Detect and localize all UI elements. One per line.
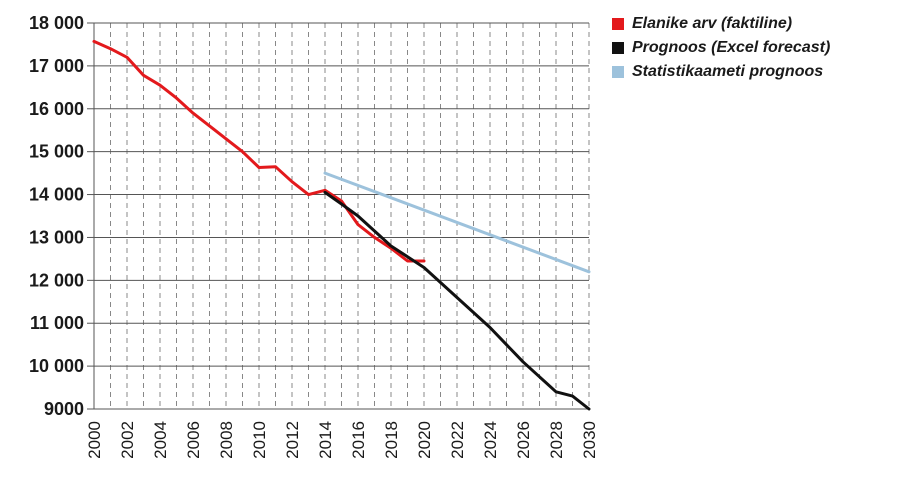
x-tick-label: 2030	[580, 421, 599, 459]
legend-swatch-statistics-forecast	[612, 66, 624, 78]
x-tick-label: 2018	[382, 421, 401, 459]
legend-label-actual: Elanike arv (faktiline)	[632, 15, 793, 32]
legend-swatch-actual	[612, 18, 624, 30]
legend-label-statistics-forecast: Statistikaameti prognoos	[632, 63, 824, 80]
y-tick-label: 9000	[44, 399, 84, 419]
axis-ticks: 9000 10 000 11 000 12 000 13 000 14 000 15 000…	[29, 13, 599, 459]
x-tick-label: 2010	[250, 421, 269, 459]
grid	[87, 22, 590, 410]
x-tick-label: 2014	[316, 421, 335, 459]
y-tick-label: 11 000	[30, 313, 84, 333]
x-tick-label: 2024	[481, 421, 500, 459]
x-tick-label: 2002	[118, 421, 137, 459]
legend-item-actual: Elanike arv (faktiline)	[612, 12, 830, 36]
legend: Elanike arv (faktiline) Prognoos (Excel …	[612, 12, 830, 84]
x-tick-label: 2028	[547, 421, 566, 459]
x-tick-label: 2026	[514, 421, 533, 459]
series-lines	[92, 39, 591, 411]
y-tick-label: 16 000	[29, 99, 84, 119]
legend-swatch-excel-forecast	[612, 42, 624, 54]
legend-label-excel-forecast: Prognoos (Excel forecast)	[632, 39, 831, 56]
x-tick-label: 2022	[448, 421, 467, 459]
y-tick-label: 12 000	[29, 270, 84, 290]
series-line-1	[92, 39, 426, 263]
y-tick-label: 17 000	[29, 56, 84, 76]
x-tick-label: 2008	[217, 421, 236, 459]
y-tick-label: 18 000	[29, 13, 84, 33]
x-tick-label: 2020	[415, 421, 434, 459]
x-tick-label: 2006	[184, 421, 203, 459]
x-tick-label: 2012	[283, 421, 302, 459]
x-tick-label: 2004	[151, 421, 170, 459]
series-line-3	[323, 171, 591, 274]
x-tick-label: 2000	[85, 421, 104, 459]
y-tick-label: 13 000	[29, 227, 84, 247]
x-tick-label: 2016	[349, 421, 368, 459]
y-tick-label: 10 000	[29, 356, 84, 376]
y-tick-label: 15 000	[29, 142, 84, 162]
y-tick-label: 14 000	[29, 185, 84, 205]
legend-item-statistics-forecast: Statistikaameti prognoos	[612, 60, 830, 84]
series-line-2	[323, 190, 591, 411]
legend-item-excel-forecast: Prognoos (Excel forecast)	[612, 36, 830, 60]
